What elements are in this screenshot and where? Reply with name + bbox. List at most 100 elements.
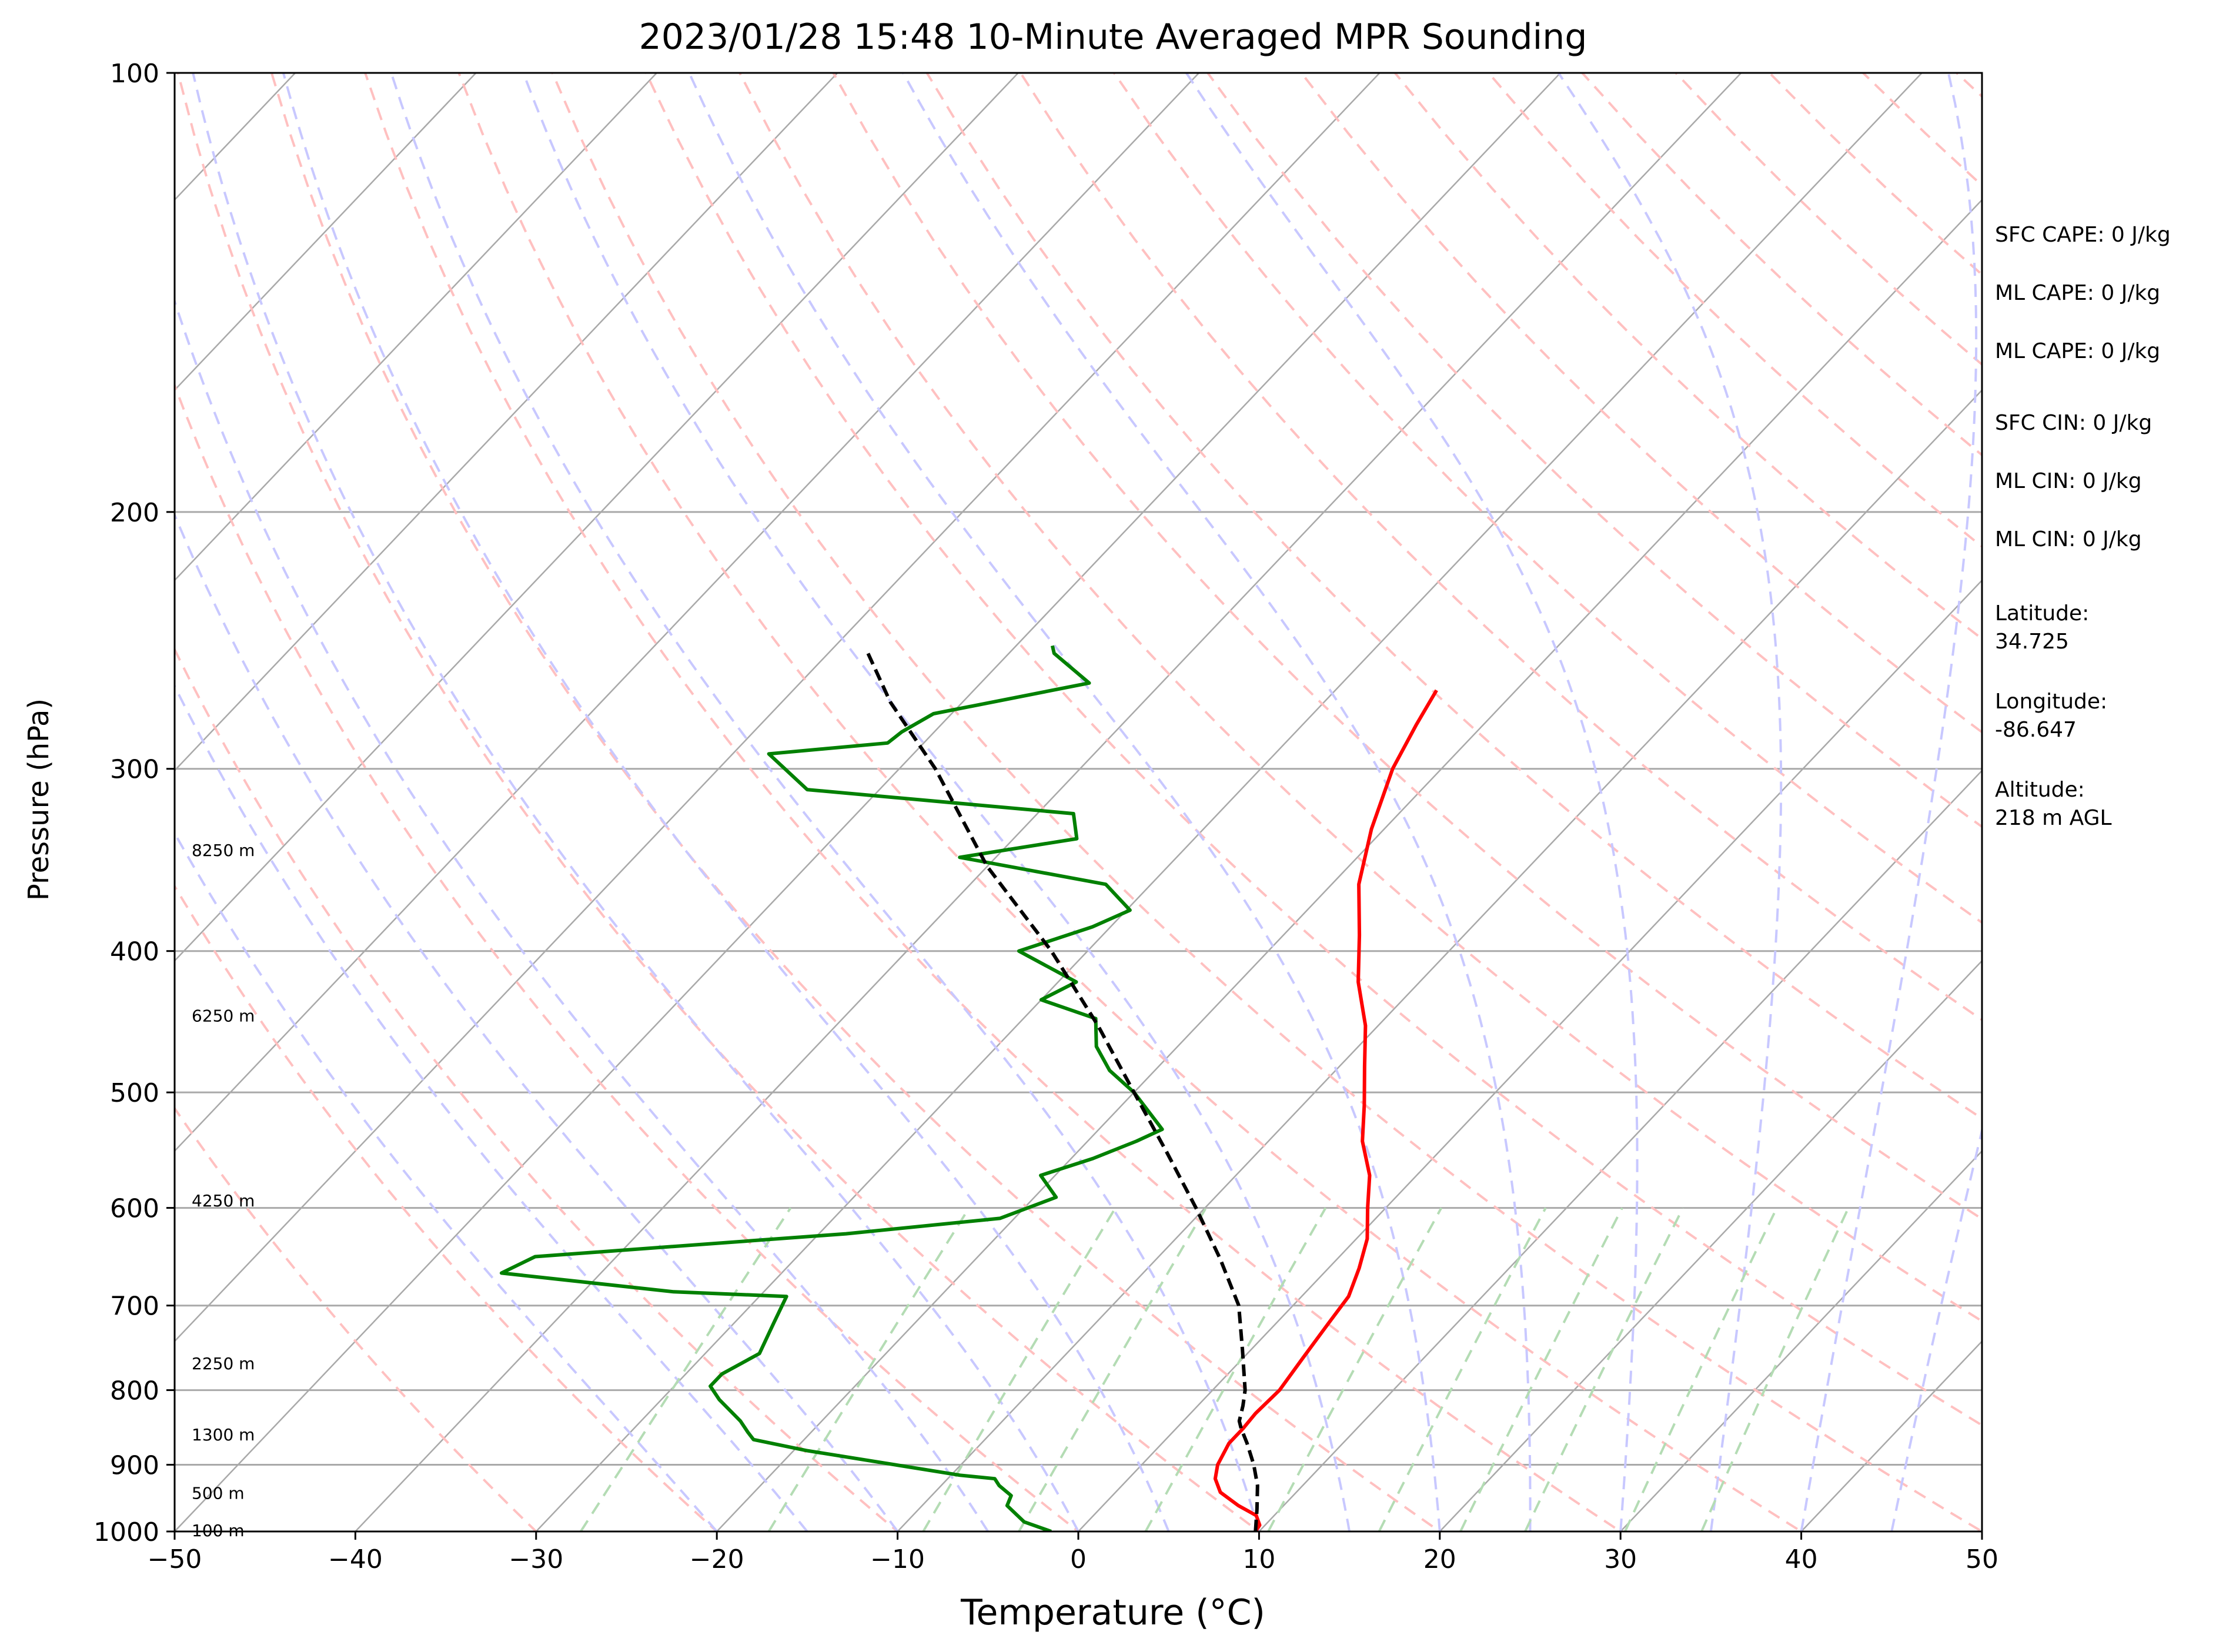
isotherm-line	[175, 73, 296, 201]
y-tick-label: 300	[110, 755, 159, 785]
moist-adiabat-line	[1557, 73, 1783, 1531]
mixing-ratio-line	[1267, 1207, 1443, 1531]
dry-adiabat-line	[832, 73, 1982, 1220]
y-tick-label: 400	[110, 937, 159, 967]
height-label: 2250 m	[192, 1354, 255, 1373]
isotherm-line	[896, 389, 1982, 1531]
moist-adiabat-line	[1890, 1125, 1982, 1531]
chart-title: 2023/01/28 15:48 10-Minute Averaged MPR …	[639, 16, 1587, 58]
isotherm-line	[1439, 959, 1982, 1531]
x-tick-label: −40	[328, 1544, 383, 1574]
dry-adiabat-line	[176, 73, 1261, 1531]
info-latitude: Latitude: 34.725	[1995, 601, 2090, 654]
info-sfc-cin: SFC CIN: 0 J/kg	[1995, 411, 2153, 435]
x-tick-label: 0	[1070, 1544, 1087, 1574]
moist-adiabat-line	[282, 73, 1170, 1531]
info-sfc-cape: SFC CAPE: 0 J/kg	[1995, 223, 2171, 247]
dry-adiabat-line	[551, 73, 1982, 1531]
isotherm-line	[175, 73, 1200, 1152]
data-series	[499, 645, 1438, 1531]
mixing-ratio-line	[580, 1207, 792, 1531]
moist-adiabat-line	[390, 73, 1261, 1531]
isotherm-line	[1077, 579, 1982, 1531]
y-tick-label: 900	[110, 1450, 159, 1480]
info-panel: SFC CAPE: 0 J/kg ML CAPE: 0 J/kg ML CAPE…	[1995, 0, 2218, 1652]
dry-adiabat-line	[738, 73, 1982, 1323]
x-tick-label: 30	[1604, 1544, 1637, 1574]
temperature-line	[1213, 689, 1438, 1531]
mixing-ratio-line	[1378, 1207, 1547, 1531]
mixing-ratio-line	[1700, 1207, 1850, 1531]
isotherm-line	[1619, 1150, 1982, 1531]
height-label: 1300 m	[192, 1425, 255, 1444]
y-tick-label: 600	[110, 1194, 159, 1224]
x-axis-label: Temperature (°C)	[961, 1592, 1265, 1633]
x-tick-label: 40	[1785, 1544, 1818, 1574]
info-altitude: Altitude: 218 m AGL	[1995, 778, 2112, 830]
dry-adiabat-line	[925, 73, 1982, 1121]
parcel-line	[866, 653, 1259, 1531]
info-ml-cin-2: ML CIN: 0 J/kg	[1995, 527, 2142, 551]
mixing-ratio-line	[767, 1207, 970, 1531]
dry-adiabat-line	[175, 382, 1081, 1531]
dry-adiabat-line	[270, 73, 1442, 1531]
height-label: 6250 m	[192, 1006, 255, 1026]
x-tick-label: 10	[1242, 1544, 1275, 1574]
mixing-ratio-line	[1018, 1207, 1207, 1531]
x-tick-label: −30	[509, 1544, 563, 1574]
dry-adiabat-line	[175, 647, 900, 1531]
isotherm-line	[175, 73, 1020, 962]
x-tick-label: −50	[148, 1544, 202, 1574]
x-tick-label: 50	[1966, 1544, 1998, 1574]
dewpoint-line	[499, 645, 1164, 1531]
background-lines	[175, 73, 1982, 1531]
y-tick-label: 200	[110, 498, 159, 528]
height-label: 100 m	[192, 1521, 245, 1540]
info-ml-cin: ML CIN: 0 J/kg	[1995, 469, 2142, 493]
height-labels: 100 m 500 m 1300 m 2250 m 4250 m 6250 m 8250 m	[192, 841, 255, 1540]
axis-ticks: −50 −40 −30 −20 −10 0 10 20 30 40 50 1000 900 800 700 6…	[93, 59, 1998, 1574]
moist-adiabat-line	[902, 73, 1532, 1531]
mixing-ratio-line	[1144, 1207, 1327, 1531]
mixing-ratio-line	[1524, 1207, 1684, 1531]
x-tick-label: 20	[1423, 1544, 1456, 1574]
y-tick-label: 700	[110, 1292, 159, 1322]
dry-adiabat-line	[364, 73, 1623, 1531]
isotherm-line	[354, 73, 1743, 1531]
isotherm-line	[535, 73, 1923, 1531]
height-label: 8250 m	[192, 841, 255, 860]
isotherm-line	[716, 199, 1982, 1531]
moist-adiabat-line	[175, 683, 808, 1531]
dry-adiabat-line	[175, 1106, 538, 1531]
dry-adiabat-line	[1112, 73, 1982, 924]
moist-adiabat-line	[192, 73, 1079, 1531]
info-ml-cape: ML CAPE: 0 J/kg	[1995, 281, 2161, 305]
isotherm-line	[175, 73, 658, 581]
dry-adiabat-line	[457, 73, 1804, 1531]
x-tick-label: −20	[690, 1544, 744, 1574]
isotherm-line	[175, 73, 839, 772]
moist-adiabat-line	[688, 73, 1441, 1531]
height-label: 4250 m	[192, 1191, 255, 1210]
moist-adiabat-line	[1800, 73, 1978, 1531]
moist-adiabat-line	[175, 297, 989, 1531]
mixing-ratio-line	[1459, 1207, 1623, 1531]
info-longitude: Longitude: -86.647	[1995, 690, 2108, 742]
isotherm-line	[175, 73, 477, 392]
y-tick-label: 1000	[93, 1517, 159, 1547]
mixing-ratio-line	[922, 1207, 1117, 1531]
dry-adiabat-line	[1299, 73, 1982, 734]
x-tick-label: −10	[870, 1544, 925, 1574]
y-tick-label: 800	[110, 1376, 159, 1406]
plot-frame	[173, 72, 1983, 1533]
height-label: 500 m	[192, 1483, 245, 1503]
moist-adiabat-line	[522, 73, 1351, 1531]
info-ml-cape-2: ML CAPE: 0 J/kg	[1995, 339, 2161, 363]
moist-adiabat-line	[175, 831, 718, 1531]
dry-adiabat-line	[175, 884, 719, 1531]
isotherm-line	[175, 73, 1381, 1343]
y-tick-label: 100	[110, 59, 159, 89]
dry-adiabat-line	[644, 73, 1982, 1427]
y-tick-label: 500	[110, 1078, 159, 1108]
